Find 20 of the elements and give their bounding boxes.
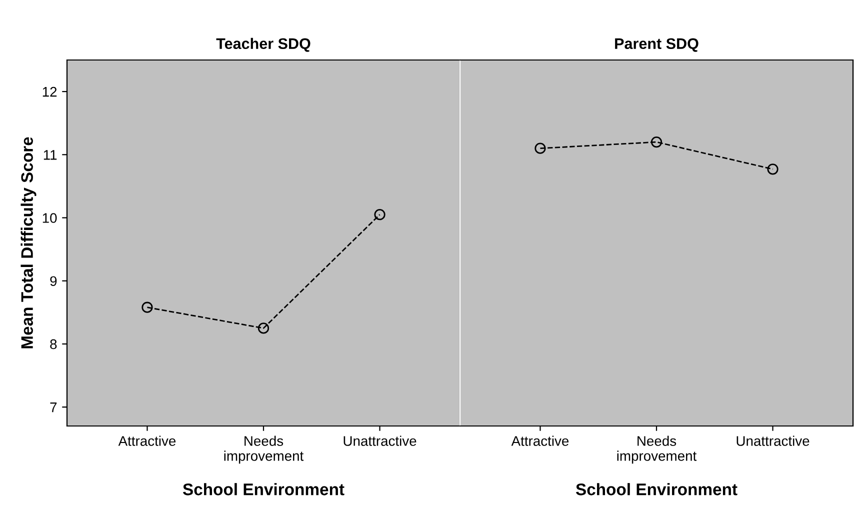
x-axis-title: School Environment: [576, 483, 738, 496]
x-tick-label: Attractive: [511, 436, 569, 446]
x-tick-label: Needs improvement: [224, 436, 304, 464]
chart-title: Parent SDQ: [615, 38, 698, 52]
y-tick-label: 11: [44, 150, 57, 160]
y-tick-label: 12: [42, 86, 57, 97]
y-tick-label: 8: [50, 339, 57, 350]
x-tick-label: Needs improvement: [617, 436, 697, 464]
point: [142, 302, 153, 313]
chart-title: Teacher SDQ: [216, 38, 310, 52]
x-axis-title: School Environment: [182, 483, 344, 496]
point: [258, 322, 270, 334]
x-tick-label: Attractive: [118, 436, 176, 446]
y-axis-title: Mean Total Difficulty Score: [20, 137, 36, 348]
y-tick-label: 10: [42, 213, 57, 223]
point: [374, 209, 386, 220]
x-tick-label: Unattractive: [736, 436, 810, 446]
x-tick-label: Unattractive: [344, 436, 416, 446]
y-tick-label: 7: [50, 402, 57, 412]
y-tick-label: 9: [50, 276, 57, 286]
